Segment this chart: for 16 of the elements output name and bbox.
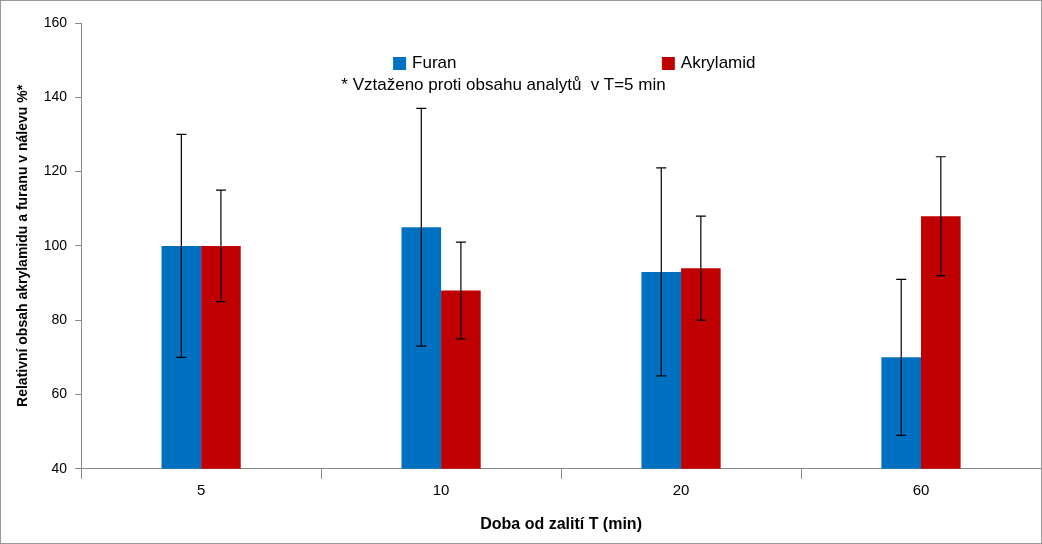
legend-label: Akrylamid [680,52,756,72]
y-tick-label: 160 [43,13,68,30]
y-tick-label: 100 [43,236,68,253]
y-tick-label: 80 [51,311,68,328]
annotation: * Vztaženo proti obsahu analytů v T=5 min [341,74,666,94]
legend-label: Furan [412,52,457,72]
x-tick-label: 10 [432,480,450,498]
x-tick-label: 60 [912,480,930,498]
y-tick-label: 140 [43,88,68,105]
y-tick-label: 40 [51,459,68,476]
y-tick-label: 60 [51,385,68,402]
x-tick-label: 5 [196,480,206,498]
x-axis-title: Doba od zalití T (min) [480,514,642,532]
y-axis-title: Relativní obsah akrylamidu a furanu v nálevu %* [14,84,31,407]
y-tick-label: 120 [43,162,68,179]
x-tick-label: 20 [672,480,690,498]
